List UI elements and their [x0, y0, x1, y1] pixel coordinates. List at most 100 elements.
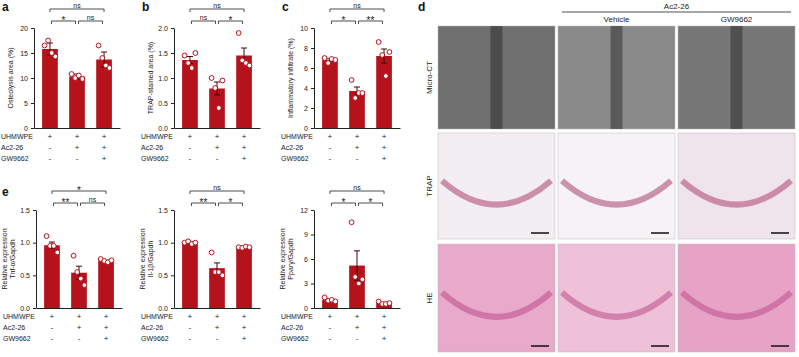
- y-tick-mark: [33, 243, 36, 244]
- y-tick: 1.0: [158, 75, 174, 82]
- y-tick-label: 1.0: [158, 75, 168, 82]
- data-point: [353, 96, 358, 101]
- panel-label: e: [2, 185, 9, 199]
- treatment-label: Ac2-26: [141, 324, 163, 331]
- y-tick-label: 0.0: [20, 305, 30, 312]
- bar-chart: 0.00.51.01.5***nsRelative expressionIl-1…: [139, 184, 261, 344]
- data-point: [51, 244, 56, 249]
- plot-marks: [322, 40, 392, 128]
- y-axis-title: Relative expression: [1, 228, 9, 289]
- treatment-sign: -: [329, 334, 332, 343]
- image-tile: [678, 133, 795, 239]
- treatment-sign: -: [49, 143, 52, 152]
- treatment-sign: -: [329, 154, 332, 163]
- x-axis: [37, 308, 123, 310]
- error-bar-cap: [187, 56, 193, 57]
- bar: [209, 268, 225, 308]
- image-column-title: GW9662: [721, 15, 753, 24]
- y-tick-label: 1.5: [158, 50, 168, 57]
- image-group-line: [562, 12, 791, 13]
- scale-bar: [771, 232, 789, 234]
- treatment-sign: +: [242, 143, 247, 152]
- y-axis-title: Il-1β/Gapdh: [147, 241, 155, 278]
- bar: [98, 261, 114, 308]
- y-tick: 9: [304, 231, 314, 238]
- treatment-sign: +: [355, 143, 360, 152]
- y-tick-mark: [311, 308, 314, 309]
- image-feature: [491, 26, 503, 129]
- treatment-sign: +: [77, 323, 82, 332]
- treatment-sign: -: [189, 154, 192, 163]
- bar-chart: 05101520*nsnsOsteolysis area (%)UHMWPE++…: [1, 2, 121, 164]
- image-feature: [731, 26, 743, 129]
- y-tick: 0.5: [158, 272, 174, 279]
- y-tick-mark: [33, 308, 36, 309]
- y-axis-line: [174, 29, 175, 129]
- y-tick-mark: [311, 284, 314, 285]
- significance-label: ns: [213, 2, 221, 9]
- significance-label: ns: [73, 2, 81, 9]
- y-tick-mark: [31, 103, 34, 104]
- treatment-sign: +: [188, 312, 193, 321]
- treatment-label: GW9662: [141, 155, 169, 162]
- y-tick: 0: [304, 305, 314, 312]
- error-bar-cap: [354, 87, 360, 88]
- treatment-sign: +: [102, 154, 107, 163]
- data-point: [75, 270, 80, 275]
- x-axis-line: [315, 128, 401, 129]
- treatment-sign: +: [215, 132, 220, 141]
- y-tick: 6: [304, 256, 314, 263]
- significance-bracket: [81, 203, 105, 206]
- data-point: [322, 56, 327, 61]
- x-axis-line: [35, 128, 121, 129]
- treatment-sign: -: [189, 323, 192, 332]
- treatment-sign: -: [329, 143, 332, 152]
- image-feature: [562, 293, 671, 317]
- treatment-sign: -: [356, 154, 359, 163]
- significance-bracket: [330, 9, 384, 12]
- data-point: [360, 91, 365, 96]
- image-feature: [611, 26, 623, 129]
- bar: [376, 56, 392, 128]
- treatment-label: Ac2-26: [281, 144, 303, 151]
- scale-bar: [771, 345, 789, 347]
- treatment-sign: +: [242, 312, 247, 321]
- y-tick: 1.0: [20, 239, 36, 246]
- y-tick: 1.5: [158, 50, 174, 57]
- y-tick-label: 12: [300, 207, 308, 214]
- treatment-sign: +: [382, 312, 387, 321]
- y-tick-mark: [311, 210, 314, 211]
- plot-marks: [42, 38, 112, 128]
- data-point: [193, 51, 198, 56]
- bar: [42, 49, 58, 128]
- significance-label: ns: [353, 2, 361, 9]
- y-tick-label: 10: [300, 25, 308, 32]
- image-tile: [558, 133, 675, 239]
- treatment-label: GW9662: [3, 335, 31, 342]
- treatment-sign: +: [242, 132, 247, 141]
- significance-label: ns: [89, 196, 97, 203]
- treatment-sign: -: [51, 323, 54, 332]
- data-point: [387, 301, 392, 306]
- x-axis-line: [175, 308, 261, 309]
- data-point: [189, 66, 194, 71]
- image-tile: [558, 26, 675, 129]
- y-tick-mark: [171, 53, 174, 54]
- y-axis-title: Osteolysis area (%): [7, 47, 15, 108]
- y-axis: 0.00.51.01.5: [20, 207, 36, 312]
- significance-label: *: [229, 15, 233, 26]
- plot-marks: [182, 31, 252, 128]
- data-point: [356, 281, 361, 286]
- y-tick-label: 0.5: [158, 272, 168, 279]
- data-point: [209, 250, 214, 255]
- x-axis-line: [315, 308, 401, 309]
- treatment-label: GW9662: [141, 335, 169, 342]
- y-tick-label: 4: [304, 85, 308, 92]
- data-point: [209, 76, 214, 81]
- y-tick-label: 0.5: [20, 272, 30, 279]
- y-tick-mark: [31, 53, 34, 54]
- error-bar-cap: [354, 250, 360, 251]
- treatment-sign: +: [102, 143, 107, 152]
- bar: [236, 56, 252, 129]
- treatment-sign: +: [242, 323, 247, 332]
